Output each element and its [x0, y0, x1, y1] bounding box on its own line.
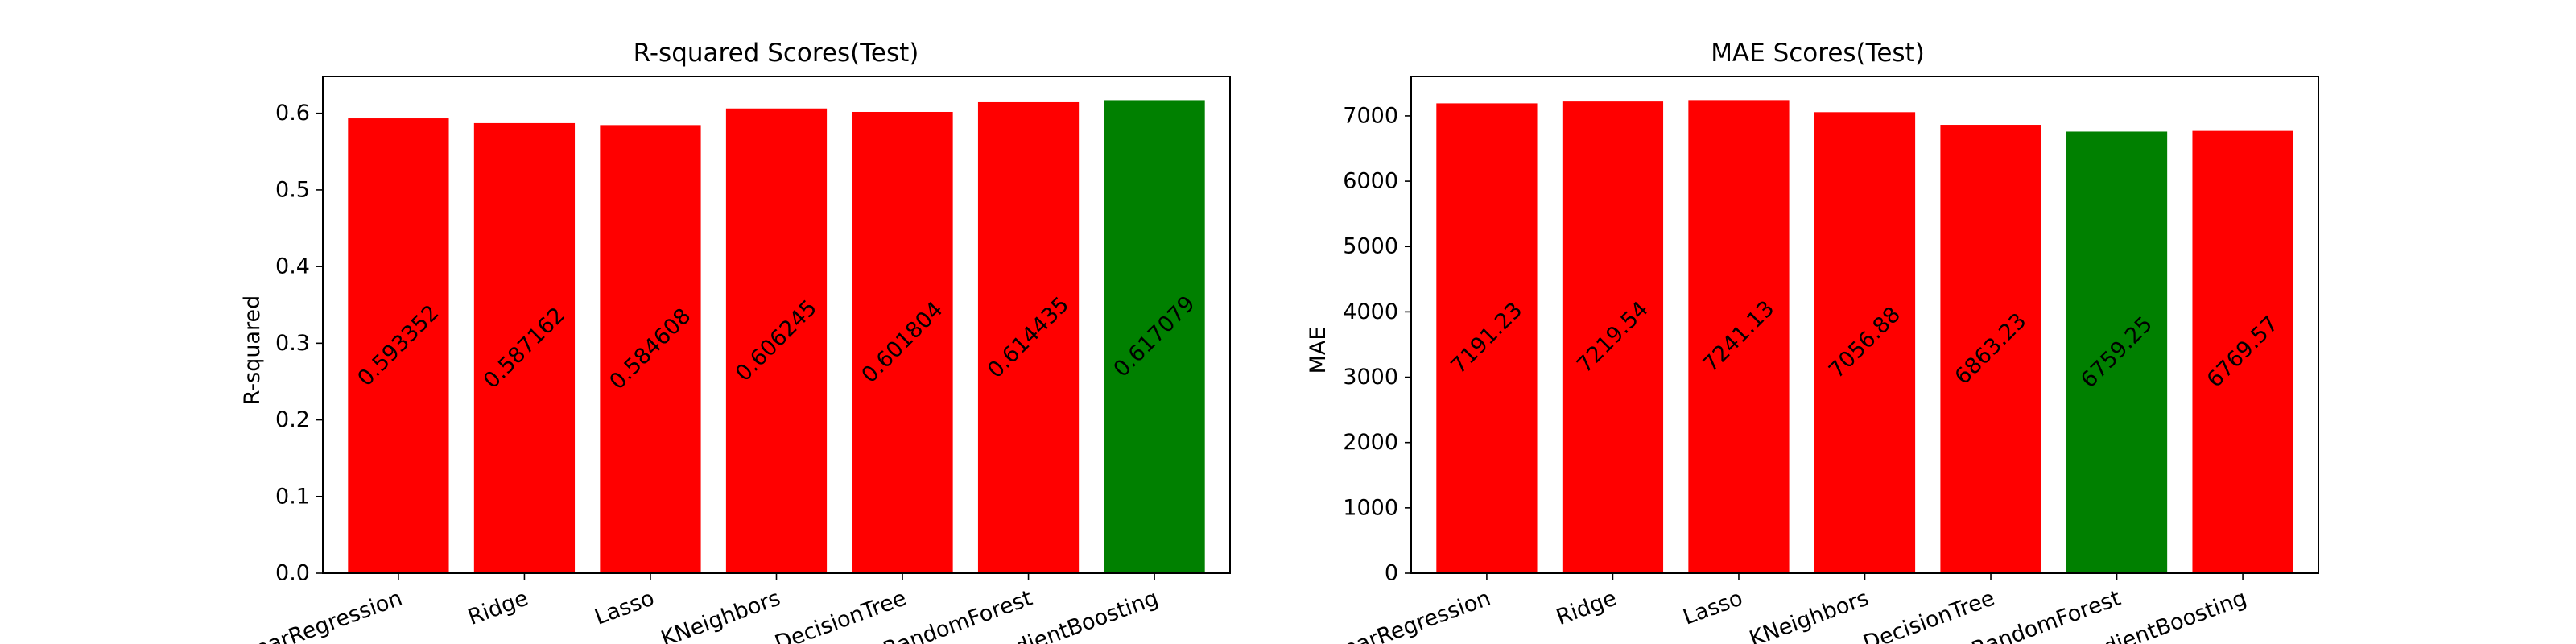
- chart-r-squared: R-squared Scores(Test) R-squared 0.59335…: [222, 39, 1231, 644]
- bar-GradientBoosting: [1104, 100, 1205, 573]
- bar-LinearRegression: [1436, 103, 1538, 574]
- y-tick-label: 0.5: [275, 177, 310, 202]
- y-tick-label: 0.1: [275, 484, 310, 509]
- y-tick-label: 0.3: [275, 331, 310, 356]
- y-tick-label: 0: [1385, 561, 1398, 586]
- y-tick-label: 4000: [1343, 299, 1398, 324]
- bar-Ridge: [473, 122, 576, 573]
- y-tick-label: 1000: [1343, 495, 1398, 520]
- bar-Lasso: [1688, 100, 1790, 574]
- bar-KNeighbors: [1814, 112, 1916, 573]
- bar-DecisionTree: [1940, 125, 2041, 573]
- y-tick-label: 0.2: [275, 407, 310, 432]
- y-axis-label: MAE: [1306, 327, 1331, 374]
- bar-DecisionTree: [852, 111, 953, 574]
- bar-RandomForest: [2066, 131, 2168, 574]
- y-axis: 0 1000 2000 3000 4000 5000 6000 7000: [1343, 103, 1411, 586]
- bar-LinearRegression: [348, 118, 449, 573]
- y-tick-label: 6000: [1343, 169, 1398, 194]
- y-tick-label: 0.0: [275, 561, 310, 586]
- bar-RandomForest: [977, 101, 1080, 573]
- bars: [348, 100, 1205, 574]
- chart-mae: MAE Scores(Test) MAE 7191.23 7219.54 7241.…: [1306, 39, 2319, 644]
- y-tick-label: 0.4: [275, 254, 310, 279]
- bar-Lasso: [600, 125, 701, 574]
- bar-GradientBoosting: [2192, 130, 2293, 573]
- chart-title: MAE Scores(Test): [1711, 39, 1925, 68]
- bar-Ridge: [1562, 101, 1664, 574]
- y-tick-label: 0.6: [275, 101, 310, 126]
- bars: [1436, 100, 2293, 574]
- chart-title: R-squared Scores(Test): [634, 39, 919, 68]
- y-axis: 0.0 0.1 0.2 0.3 0.4 0.5 0.6: [275, 101, 323, 586]
- y-tick-label: 5000: [1343, 234, 1398, 259]
- y-axis-label: R-squared: [240, 295, 265, 406]
- y-tick-label: 3000: [1343, 365, 1398, 390]
- bar-KNeighbors: [725, 108, 828, 573]
- y-tick-label: 2000: [1343, 430, 1398, 455]
- y-tick-label: 7000: [1343, 103, 1398, 128]
